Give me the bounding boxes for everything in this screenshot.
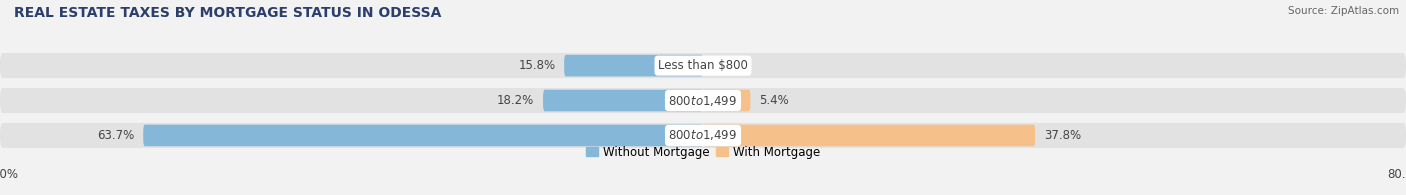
Text: $800 to $1,499: $800 to $1,499 xyxy=(668,94,738,107)
FancyBboxPatch shape xyxy=(0,123,1406,148)
Text: 18.2%: 18.2% xyxy=(498,94,534,107)
FancyBboxPatch shape xyxy=(564,55,703,76)
Legend: Without Mortgage, With Mortgage: Without Mortgage, With Mortgage xyxy=(581,141,825,163)
Text: Less than $800: Less than $800 xyxy=(658,59,748,72)
FancyBboxPatch shape xyxy=(0,88,1406,113)
Text: Source: ZipAtlas.com: Source: ZipAtlas.com xyxy=(1288,6,1399,16)
Text: $800 to $1,499: $800 to $1,499 xyxy=(668,129,738,143)
FancyBboxPatch shape xyxy=(703,90,751,111)
Text: 37.8%: 37.8% xyxy=(1043,129,1081,142)
FancyBboxPatch shape xyxy=(703,125,1035,146)
Text: 63.7%: 63.7% xyxy=(97,129,135,142)
FancyBboxPatch shape xyxy=(0,53,1406,78)
Text: 0.0%: 0.0% xyxy=(711,59,741,72)
FancyBboxPatch shape xyxy=(543,90,703,111)
Text: REAL ESTATE TAXES BY MORTGAGE STATUS IN ODESSA: REAL ESTATE TAXES BY MORTGAGE STATUS IN … xyxy=(14,6,441,20)
Text: 15.8%: 15.8% xyxy=(519,59,555,72)
Text: 5.4%: 5.4% xyxy=(759,94,789,107)
FancyBboxPatch shape xyxy=(143,125,703,146)
